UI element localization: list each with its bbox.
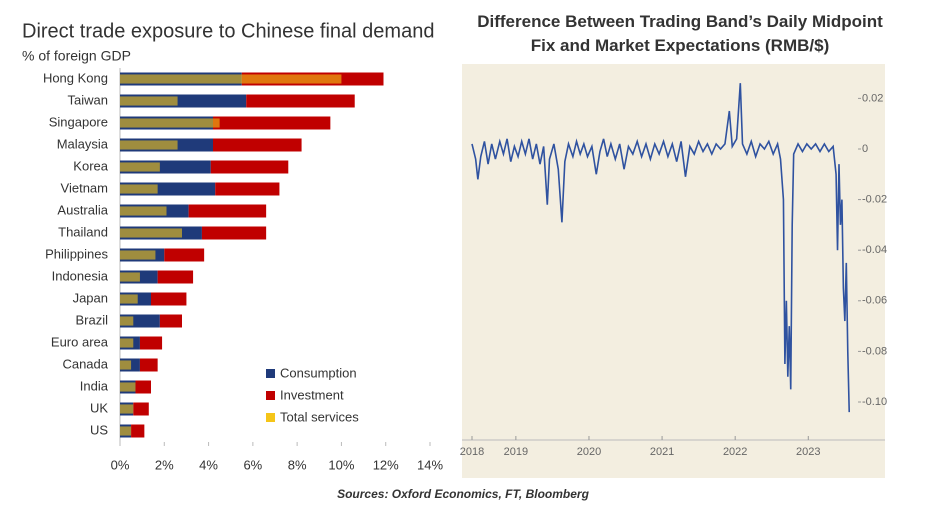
chart-title: Direct trade exposure to Chinese final d…	[22, 20, 434, 42]
bar	[120, 228, 182, 238]
bar	[157, 270, 194, 284]
bar	[120, 404, 134, 414]
x-tick-label: 2022	[723, 446, 747, 458]
bar	[120, 294, 138, 304]
legend-label: Investment	[280, 387, 344, 402]
bar	[120, 338, 134, 348]
y-tick-label: Hong Kong	[43, 70, 108, 85]
bar	[120, 96, 178, 106]
bar	[120, 360, 132, 370]
bar	[120, 206, 167, 216]
x-tick-label: 8%	[288, 457, 307, 472]
bar	[120, 184, 158, 194]
bar	[135, 380, 151, 394]
bar	[133, 402, 149, 416]
y-tick-label: Thailand	[58, 224, 108, 239]
x-tick-label: 0%	[111, 457, 130, 472]
chart-title: Difference Between Trading Band’s Daily …	[477, 12, 883, 55]
legend-label: Total services	[280, 409, 359, 424]
bar	[120, 426, 132, 436]
y-tick-label: -0.10	[862, 396, 887, 408]
bar	[120, 74, 342, 84]
y-tick-label: Japan	[73, 290, 108, 305]
y-tick-label: Philippines	[45, 246, 108, 261]
y-tick-label: Malaysia	[57, 136, 109, 151]
y-tick-label: -0.06	[862, 295, 887, 307]
legend-swatch	[266, 369, 275, 378]
bar	[120, 118, 220, 128]
bar	[215, 182, 280, 196]
bar	[210, 160, 289, 174]
x-tick-label: 2023	[796, 446, 820, 458]
y-tick-label: India	[80, 378, 109, 393]
bar	[139, 358, 158, 372]
bar	[131, 424, 145, 438]
x-tick-label: 14%	[417, 457, 443, 472]
y-tick-label: -0.02	[862, 193, 887, 205]
x-tick-label: 2018	[460, 446, 484, 458]
y-tick-label: Taiwan	[68, 92, 108, 107]
bar	[213, 138, 302, 152]
y-tick-label: -0.04	[862, 244, 887, 256]
y-tick-label: Korea	[73, 158, 108, 173]
bar	[120, 382, 136, 392]
x-tick-label: 4%	[199, 457, 218, 472]
bar	[246, 94, 355, 108]
y-tick-label: Brazil	[75, 312, 108, 327]
y-tick-label: Singapore	[49, 114, 108, 129]
bar	[151, 292, 187, 306]
bar	[188, 204, 267, 218]
bar	[120, 162, 160, 172]
y-tick-label: 0	[862, 143, 868, 155]
y-tick-label: Indonesia	[52, 268, 109, 283]
y-tick-label: -0.08	[862, 345, 887, 357]
y-tick-label: Vietnam	[61, 180, 108, 195]
x-tick-label: 2%	[155, 457, 174, 472]
chart-subtitle: % of foreign GDP	[22, 48, 131, 64]
bar	[120, 250, 156, 260]
source: Sources: Oxford Economics, FT, Bloomberg	[337, 487, 589, 501]
bar	[164, 248, 205, 262]
y-tick-label: 0.02	[862, 92, 883, 104]
y-tick-label: US	[90, 422, 108, 437]
x-tick-label: 2019	[504, 446, 528, 458]
legend-swatch	[266, 413, 275, 422]
legend-label: Consumption	[280, 365, 357, 380]
plot-background	[462, 64, 885, 478]
x-tick-label: 6%	[243, 457, 262, 472]
y-tick-label: UK	[90, 400, 108, 415]
bar	[201, 226, 267, 240]
bar	[120, 140, 178, 150]
x-tick-label: 12%	[373, 457, 399, 472]
bar	[139, 336, 163, 350]
x-tick-label: 10%	[328, 457, 354, 472]
y-tick-label: Australia	[57, 202, 108, 217]
x-tick-label: 2021	[650, 446, 674, 458]
bar	[213, 116, 331, 130]
line	[471, 83, 851, 413]
y-tick-label: Euro area	[51, 334, 109, 349]
bar	[159, 314, 182, 328]
bar	[120, 272, 140, 282]
legend-swatch	[266, 391, 275, 400]
x-tick-label: 2020	[577, 446, 601, 458]
y-tick-label: Canada	[62, 356, 108, 371]
bar	[120, 316, 134, 326]
